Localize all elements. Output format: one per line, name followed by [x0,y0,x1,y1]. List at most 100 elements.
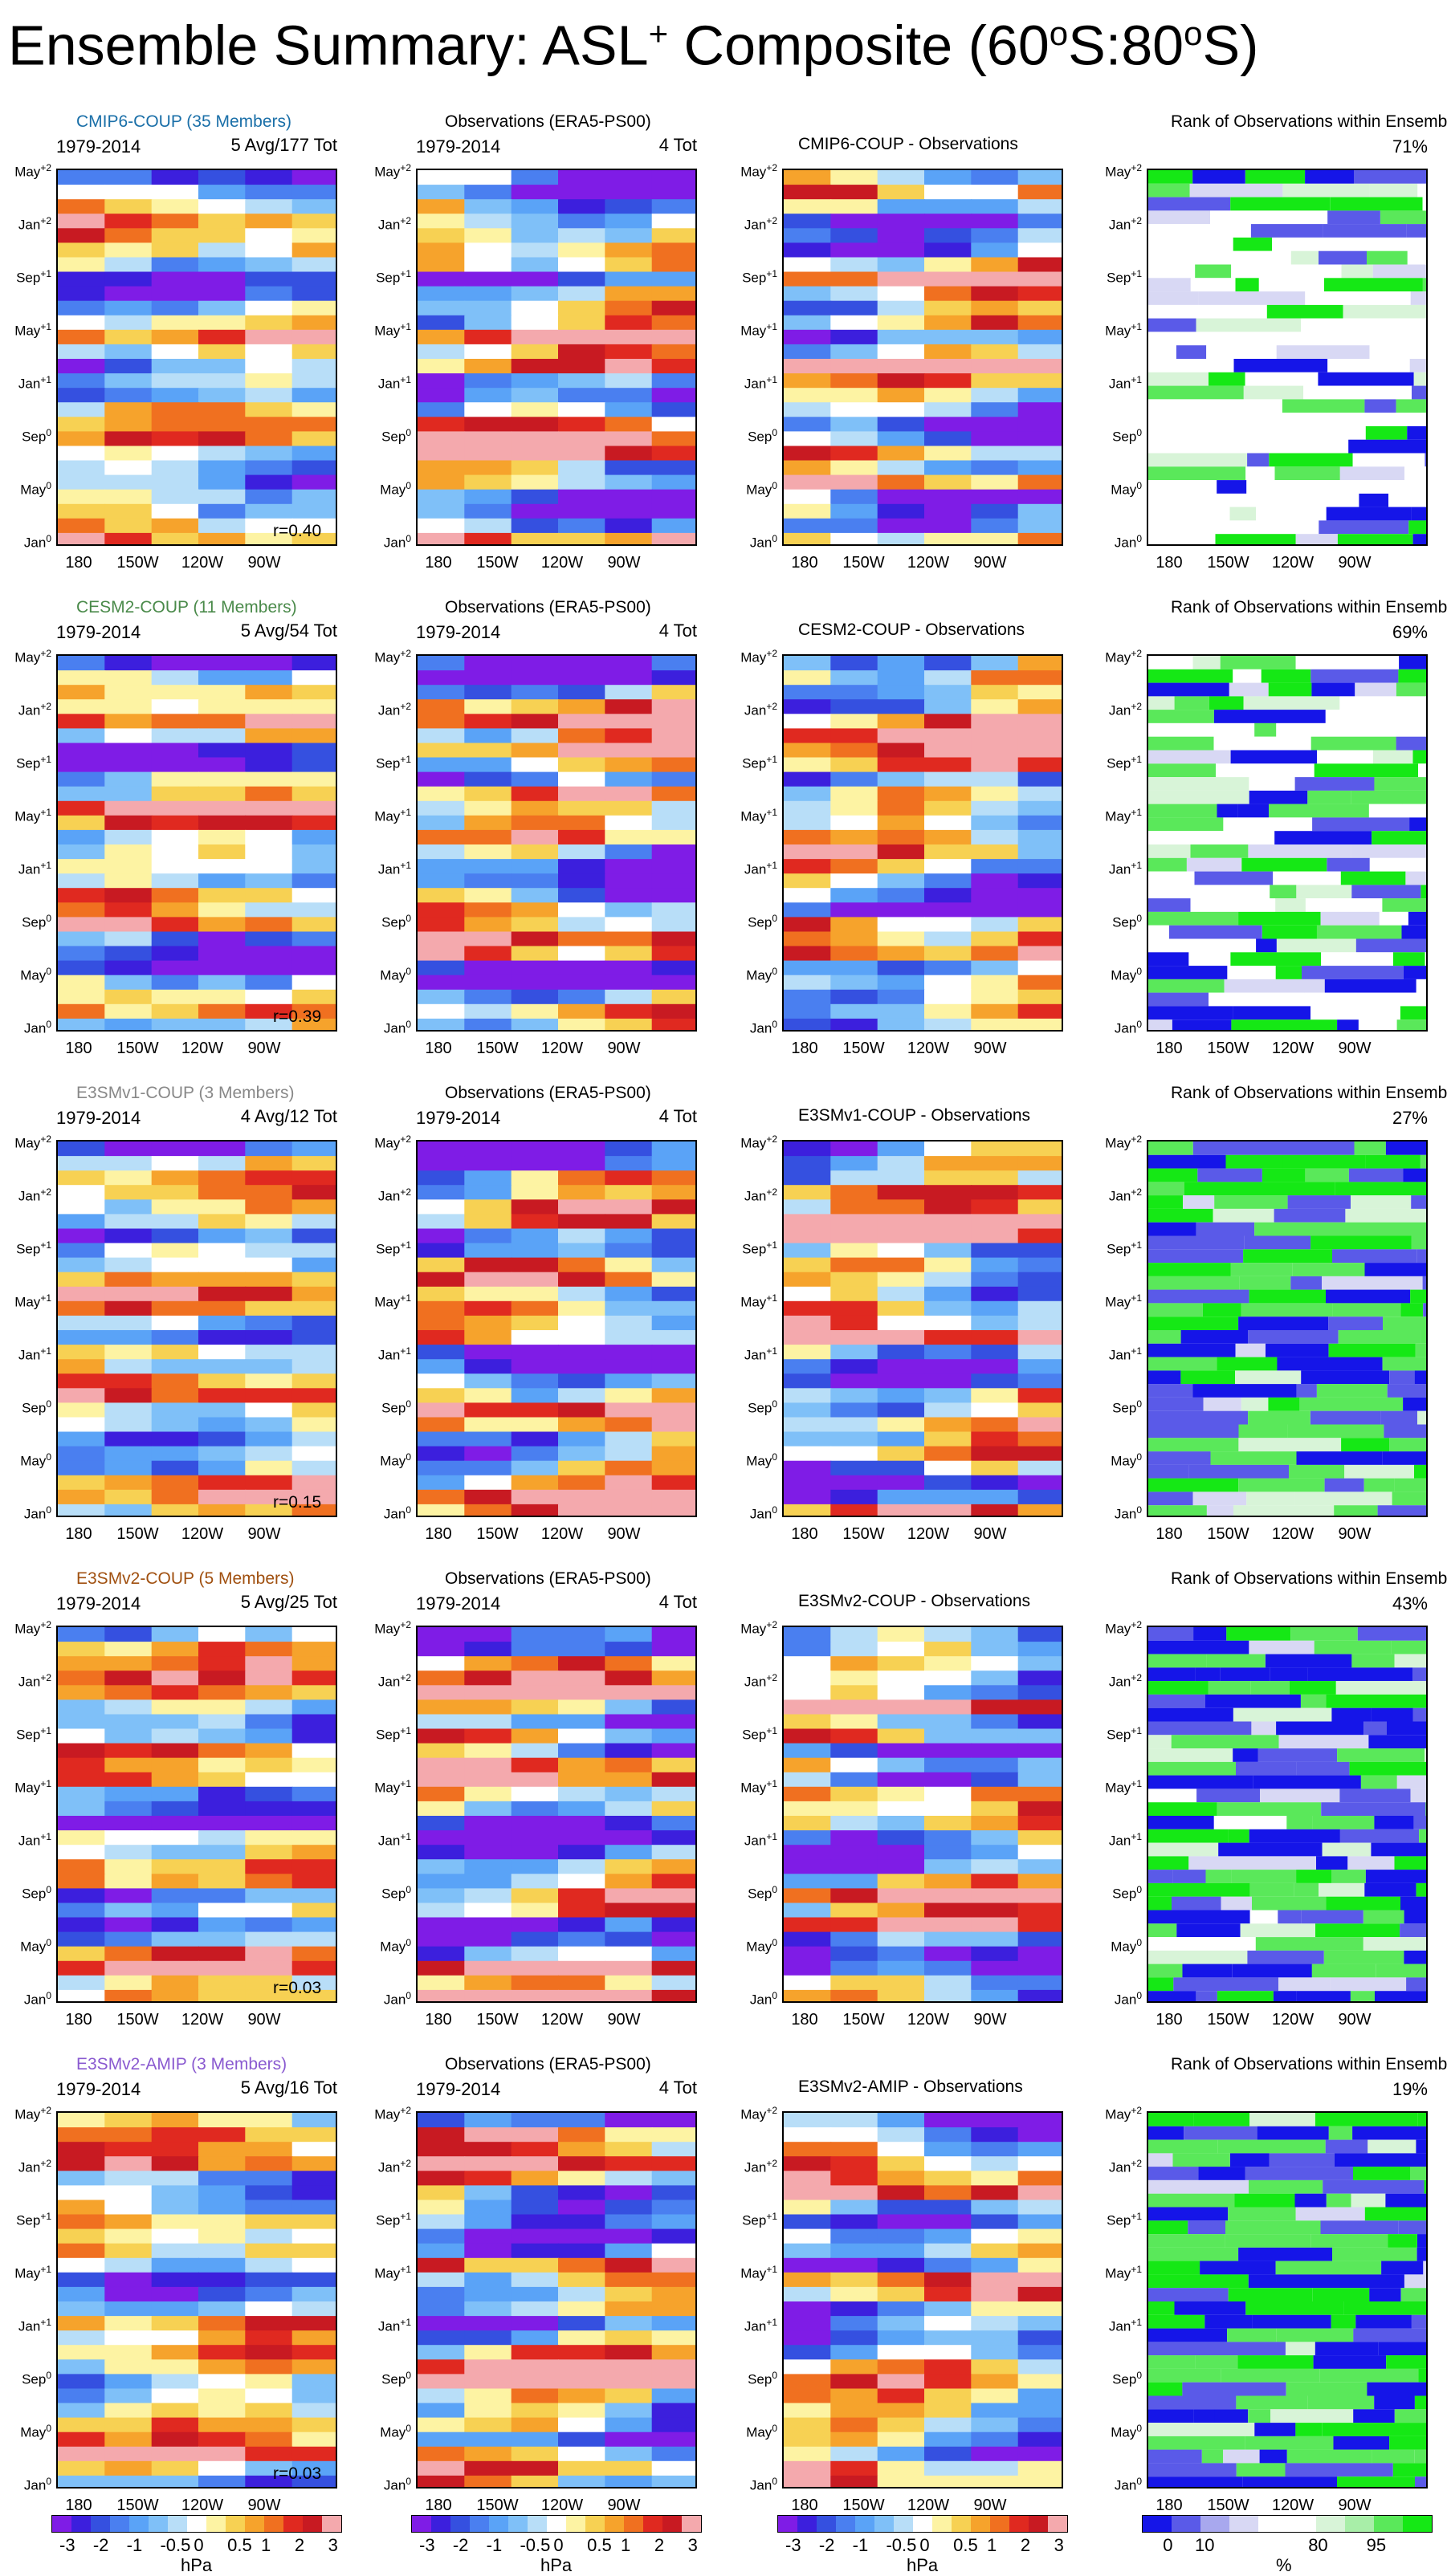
rank-cell [1387,1222,1426,1236]
rank-cell [1282,183,1370,197]
rank-cell [1174,696,1209,710]
y-tick-label: Sep0 [732,913,777,931]
y-tick-year: +1 [766,1831,777,1842]
contour-cell [151,771,199,787]
contour-cell [924,2345,972,2361]
colorbar-tick-label: 0.5 [953,2535,978,2555]
contour-cell [830,1671,878,1687]
rank-cell [1320,2220,1399,2235]
contour-cell [830,1917,878,1933]
contour-cell [924,1504,972,1516]
contour-cell [464,656,512,672]
contour-cell [291,344,336,360]
contour-cell [1017,431,1062,447]
contour-cell [151,975,199,991]
contour-cell [198,2185,247,2201]
contour-cell [1017,1446,1062,1462]
contour-cell [558,902,606,918]
contour-cell [558,1475,606,1491]
contour-cell [651,431,695,447]
contour-cell [605,2316,653,2332]
contour-cell [558,2286,606,2302]
contour-cell [58,1359,106,1375]
contour-cell [464,300,512,316]
rank-cell [1148,1370,1181,1385]
contour-cell [58,1786,106,1802]
contour-cell [558,1714,606,1730]
rank-cell [1148,2153,1173,2167]
contour-cell [784,2228,832,2244]
rank-cell [1340,1829,1420,1843]
contour-cell [558,242,606,258]
panel-title: Rank of Observations within Ensemble [1171,598,1447,617]
contour-cell [605,1003,653,1019]
contour-cell [245,1141,293,1158]
y-tick-month: Jan [1108,2318,1131,2334]
contour-cell [877,800,925,816]
contour-cell [971,489,1019,505]
contour-cell [198,1801,247,1817]
contour-cell [651,1460,695,1476]
contour-cell [971,800,1019,816]
plot-svg [1148,1627,1426,2001]
rank-cell [1274,831,1372,844]
contour-cell [151,1685,199,1701]
y-tick-year: +1 [40,268,51,279]
contour-cell [605,2374,653,2390]
contour-cell [151,518,199,534]
y-tick-label: Sep+1 [6,754,51,772]
contour-cell [651,214,695,230]
rank-cell [1148,1816,1214,1829]
x-tick-label: 150W [116,1040,159,1057]
contour-cell [605,1859,653,1875]
x-tick-label: 90W [247,554,281,572]
contour-cell [877,757,925,773]
contour-cell [605,1388,653,1404]
y-tick-label: May+1 [732,1292,777,1311]
contour-cell [1017,1185,1062,1201]
rank-cell [1228,2207,1296,2221]
contour-cell [784,931,832,947]
contour-cell [924,1003,972,1019]
contour-cell [104,2432,153,2448]
contour-cell [1017,1388,1062,1404]
contour-cell [651,1330,695,1346]
plot-svg [784,1141,1062,1516]
rank-cell [1414,1370,1426,1385]
contour-cell [877,1743,925,1759]
contour-cell [464,286,512,302]
contour-cell [784,829,832,845]
contour-cell [651,1627,695,1643]
colorbar-swatch [245,2516,264,2532]
contour-cell [511,2403,559,2419]
contour-cell [511,257,559,273]
contour-cell [104,1830,153,1846]
y-tick-label: Jan+2 [6,215,51,234]
contour-cell [511,1373,559,1390]
contour-cell [924,388,972,404]
contour-cell [558,2388,606,2404]
rank-cell [1371,1842,1426,1857]
rank-cell [1248,844,1351,858]
contour-cell [511,1315,559,1331]
rank-cell [1148,722,1255,737]
x-tick-label: 120W [907,2497,950,2514]
rank-cell [1331,2274,1404,2289]
contour-cell [877,1373,925,1390]
y-tick-month: May [14,649,41,665]
contour-cell [924,699,972,715]
contour-cell [1017,1286,1062,1302]
contour-cell [511,431,559,447]
y-tick-year: +1 [1131,1725,1142,1736]
contour-cell [877,2156,925,2172]
contour-cell [1017,1859,1062,1875]
contour-cell [104,786,153,802]
contour-cell [971,2171,1019,2187]
contour-cell [291,2388,336,2404]
contour-cell [151,2475,199,2487]
contour-cell [1017,1345,1062,1361]
contour-cell [1017,2417,1062,2433]
correlation-label: r=0.39 [273,1007,322,1026]
contour-cell [511,1801,559,1817]
contour-cell [511,1475,559,1491]
